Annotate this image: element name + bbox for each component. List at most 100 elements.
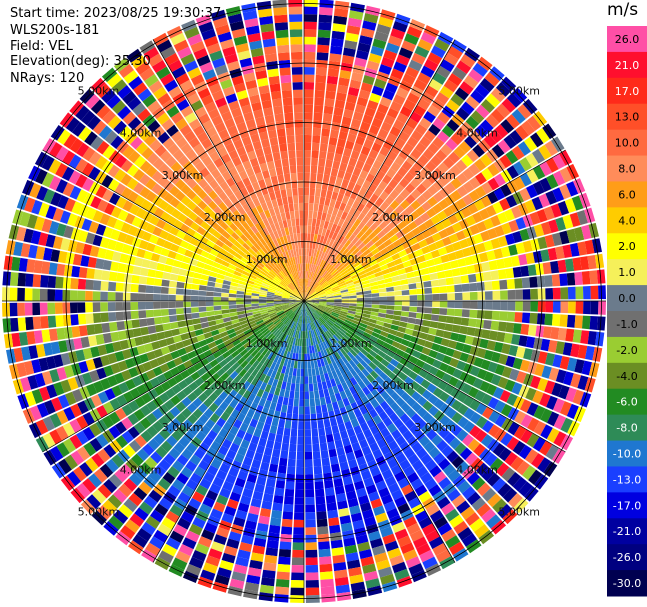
velocity-gate <box>245 331 254 339</box>
velocity-gate <box>520 323 530 336</box>
velocity-gate <box>213 157 224 169</box>
velocity-gate <box>550 260 560 274</box>
velocity-gate <box>547 247 558 261</box>
velocity-gate <box>285 412 293 422</box>
velocity-gate <box>481 181 493 195</box>
velocity-gate <box>231 350 240 359</box>
velocity-gate <box>213 292 222 297</box>
velocity-gate <box>10 317 19 332</box>
velocity-gate <box>304 451 313 460</box>
velocity-gate <box>52 207 64 222</box>
velocity-gate <box>325 274 332 281</box>
velocity-gate <box>113 489 128 503</box>
velocity-gate <box>276 197 283 207</box>
velocity-gate <box>508 368 520 381</box>
velocity-gate <box>403 215 414 225</box>
velocity-gate <box>451 268 461 277</box>
velocity-gate <box>221 284 231 290</box>
velocity-gate <box>158 428 171 440</box>
velocity-gate <box>90 135 104 151</box>
velocity-gate <box>305 286 308 294</box>
velocity-gate <box>169 173 181 185</box>
velocity-gate <box>294 337 299 346</box>
velocity-gate <box>294 330 298 338</box>
velocity-gate <box>293 306 300 313</box>
velocity-gate <box>261 312 269 318</box>
velocity-gate <box>207 281 216 287</box>
velocity-gate <box>258 323 267 330</box>
velocity-gate <box>400 254 410 263</box>
velocity-gate <box>69 185 82 200</box>
velocity-gate <box>333 107 344 117</box>
velocity-gate <box>274 320 282 327</box>
velocity-gate <box>573 406 586 423</box>
velocity-gate <box>305 466 314 475</box>
velocity-gate <box>157 187 169 199</box>
velocity-gate <box>262 235 270 245</box>
velocity-gate <box>307 353 311 362</box>
velocity-gate <box>89 369 100 383</box>
velocity-gate <box>321 333 327 342</box>
velocity-gate <box>352 227 361 237</box>
velocity-gate <box>298 353 302 362</box>
velocity-gate <box>289 294 298 299</box>
range-ring-label: 5.00km <box>498 505 540 518</box>
velocity-gate <box>234 402 244 413</box>
velocity-gate <box>173 357 183 367</box>
velocity-gate <box>29 182 42 199</box>
velocity-gate <box>352 111 364 122</box>
velocity-gate <box>253 537 267 548</box>
velocity-gate <box>490 320 500 331</box>
velocity-gate <box>273 441 282 451</box>
velocity-gate <box>96 140 110 155</box>
velocity-gate <box>345 279 354 285</box>
velocity-gate <box>272 448 281 458</box>
velocity-gate <box>288 367 294 376</box>
velocity-gate <box>235 329 244 336</box>
velocity-gate <box>566 357 578 372</box>
velocity-gate <box>17 302 26 317</box>
velocity-gate <box>253 312 261 318</box>
velocity-gate <box>235 365 244 374</box>
velocity-gate <box>433 471 447 484</box>
velocity-gate <box>160 247 170 257</box>
velocity-gate <box>173 524 188 537</box>
velocity-gate <box>116 321 126 331</box>
velocity-gate <box>395 452 407 464</box>
velocity-gate <box>315 488 325 497</box>
velocity-gate <box>268 75 280 85</box>
velocity-gate <box>363 331 372 339</box>
velocity-gate <box>163 180 175 192</box>
velocity-gate <box>266 392 274 402</box>
velocity-gate <box>584 345 595 361</box>
velocity-gate <box>32 274 42 288</box>
velocity-gate <box>310 294 319 299</box>
velocity-gate <box>350 2 365 13</box>
velocity-gate <box>385 313 394 320</box>
velocity-gate <box>380 201 390 211</box>
velocity-gate <box>250 133 261 144</box>
velocity-gate <box>233 35 248 46</box>
velocity-gate <box>428 242 438 252</box>
velocity-gate <box>273 265 281 273</box>
velocity-gate <box>292 406 299 415</box>
velocity-gate <box>156 218 167 230</box>
velocity-gate <box>309 180 316 189</box>
velocity-gate <box>325 364 332 373</box>
velocity-gate <box>444 244 455 254</box>
velocity-gate <box>48 220 60 235</box>
velocity-gate <box>262 38 276 48</box>
velocity-gate <box>389 200 400 210</box>
velocity-gate <box>373 226 383 235</box>
velocity-gate <box>447 488 461 502</box>
velocity-gate <box>183 307 192 314</box>
velocity-gate <box>544 140 559 156</box>
velocity-gate <box>316 52 329 61</box>
velocity-gate <box>245 344 254 352</box>
velocity-gate <box>398 130 410 143</box>
velocity-gate <box>258 220 266 230</box>
velocity-gate <box>219 221 229 231</box>
velocity-gate <box>305 542 318 551</box>
velocity-gate <box>276 287 284 292</box>
velocity-gate <box>266 321 274 328</box>
